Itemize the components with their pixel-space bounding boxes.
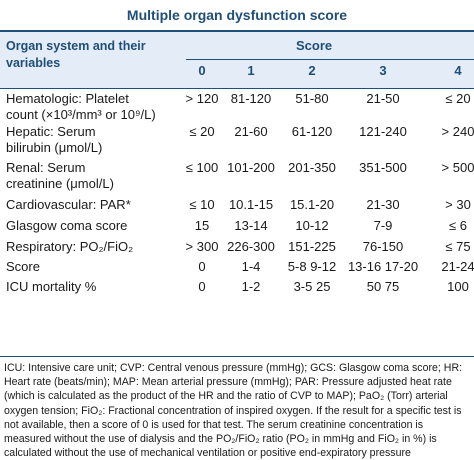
score-cell-4: ≤ 6 [449, 218, 467, 233]
table-bottom-rule [0, 356, 474, 357]
organ-label-line: Glasgow coma score [6, 218, 128, 233]
table-row: Hepatic: Serum bilirubin (μmol/L) ≤ 20 21-6… [0, 121, 474, 157]
organ-label: Renal: Serum creatinine (μmol/L) [6, 160, 114, 192]
organ-label-line: Respiratory: PO₂/FiO₂ [6, 239, 134, 254]
score-cell-2: 15.1-20 [289, 197, 335, 212]
organ-label: Hepatic: Serum bilirubin (μmol/L) [6, 124, 102, 156]
score-cell-2: 51-80 [295, 91, 329, 106]
score-cell-4: ≤ 75 [445, 239, 471, 254]
organ-label: Score [6, 259, 40, 275]
score-cell-1: 226-300 [227, 239, 275, 254]
table-row: ICU mortality % 0 1-2 3-5 25 50 75 100 [0, 276, 474, 296]
score-cell-0: 0 [198, 259, 206, 274]
score-cell-3: 50 75 [366, 279, 400, 294]
table-row: Renal: Serum creatinine (μmol/L) ≤ 100 101-… [0, 157, 474, 194]
score-cell-3: 76-150 [362, 239, 404, 254]
score-cell-4: 100 [447, 279, 469, 294]
score-cell-0: 15 [194, 218, 210, 233]
score-cell-1: 101-200 [227, 160, 275, 175]
score-col-4: 4 [454, 63, 462, 78]
organ-label: Hematologic: Platelet count (×10³/mm³ or … [6, 91, 156, 123]
score-cell-0: ≤ 20 [189, 124, 215, 139]
score-column-header: Score [296, 38, 333, 53]
score-cell-0: > 120 [185, 91, 219, 106]
organ-label: ICU mortality % [6, 279, 96, 295]
score-cell-2: 10-12 [295, 218, 329, 233]
table-header: Organ system and their variables Score [0, 32, 474, 89]
header-divider [186, 59, 474, 60]
score-cell-4: 21-24 [441, 259, 474, 274]
score-cell-2: 3-5 25 [293, 279, 331, 294]
organ-column-header: Organ system and their variables [6, 39, 146, 70]
score-cell-0: ≤ 100 [185, 160, 219, 175]
organ-label: Glasgow coma score [6, 218, 127, 234]
table-title: Multiple organ dysfunction score [126, 7, 348, 23]
table-row: Glasgow coma score 15 13-14 10-12 7-9 ≤ 6 [0, 215, 474, 236]
organ-label-line: Renal: Serum [6, 160, 86, 175]
score-cell-1: 10.1-15 [228, 197, 274, 212]
organ-label: Respiratory: PO₂/FiO₂ [6, 239, 133, 255]
score-col-0: 0 [198, 63, 206, 78]
score-col-2: 2 [308, 63, 316, 78]
score-cell-3: 13-16 17-20 [347, 259, 419, 274]
score-cell-1: 21-60 [234, 124, 268, 139]
table-body: Hematologic: Platelet count (×10³/mm³ or … [0, 88, 474, 356]
organ-label-line: count (×10³/mm³ or 10⁹/L) [6, 107, 156, 122]
score-cell-1: 1-4 [241, 259, 261, 274]
score-cell-4: ≤ 20 [445, 91, 471, 106]
organ-label-line: creatinine (μmol/L) [6, 176, 114, 191]
table-row: Score 0 1-4 5-8 9-12 13-16 17-20 21-24 [0, 256, 474, 276]
score-cell-0: > 300 [185, 239, 219, 254]
score-cell-3: 7-9 [373, 218, 393, 233]
score-cell-4: > 240 [441, 124, 474, 139]
score-col-1: 1 [247, 63, 255, 78]
score-cell-4: > 30 [445, 197, 471, 212]
organ-label-line: Hepatic: Serum [6, 124, 96, 139]
score-cell-3: 21-50 [366, 91, 400, 106]
score-cell-1: 1-2 [241, 279, 261, 294]
score-cell-2: 201-350 [288, 160, 336, 175]
organ-label-line: Score [6, 259, 40, 274]
table-row: Cardiovascular: PAR* ≤ 10 10.1-15 15.1-20 21… [0, 194, 474, 215]
organ-label: Cardiovascular: PAR* [6, 197, 131, 213]
organ-label-line: Cardiovascular: PAR* [6, 197, 131, 212]
score-cell-1: 81-120 [230, 91, 272, 106]
score-cell-3: 21-30 [366, 197, 400, 212]
score-cell-3: 121-240 [359, 124, 407, 139]
score-cell-3: 351-500 [359, 160, 407, 175]
score-col-3: 3 [379, 63, 387, 78]
score-cell-0: 0 [198, 279, 206, 294]
table-footnote: ICU: Intensive care unit; CVP: Central v… [4, 362, 463, 460]
title-band: Multiple organ dysfunction score [0, 0, 474, 32]
score-cell-4: > 500 [441, 160, 474, 175]
score-cell-1: 13-14 [234, 218, 268, 233]
table-row: Respiratory: PO₂/FiO₂ > 300 226-300 151-225… [0, 236, 474, 256]
score-cell-2: 151-225 [288, 239, 336, 254]
score-cell-0: ≤ 10 [189, 197, 215, 212]
table-row: Hematologic: Platelet count (×10³/mm³ or … [0, 88, 474, 123]
organ-label-line: ICU mortality % [6, 279, 97, 294]
score-cell-2: 61-120 [291, 124, 333, 139]
organ-label-line: Hematologic: Platelet [6, 91, 129, 106]
score-cell-2: 5-8 9-12 [287, 259, 337, 274]
organ-label-line: bilirubin (μmol/L) [6, 140, 103, 155]
